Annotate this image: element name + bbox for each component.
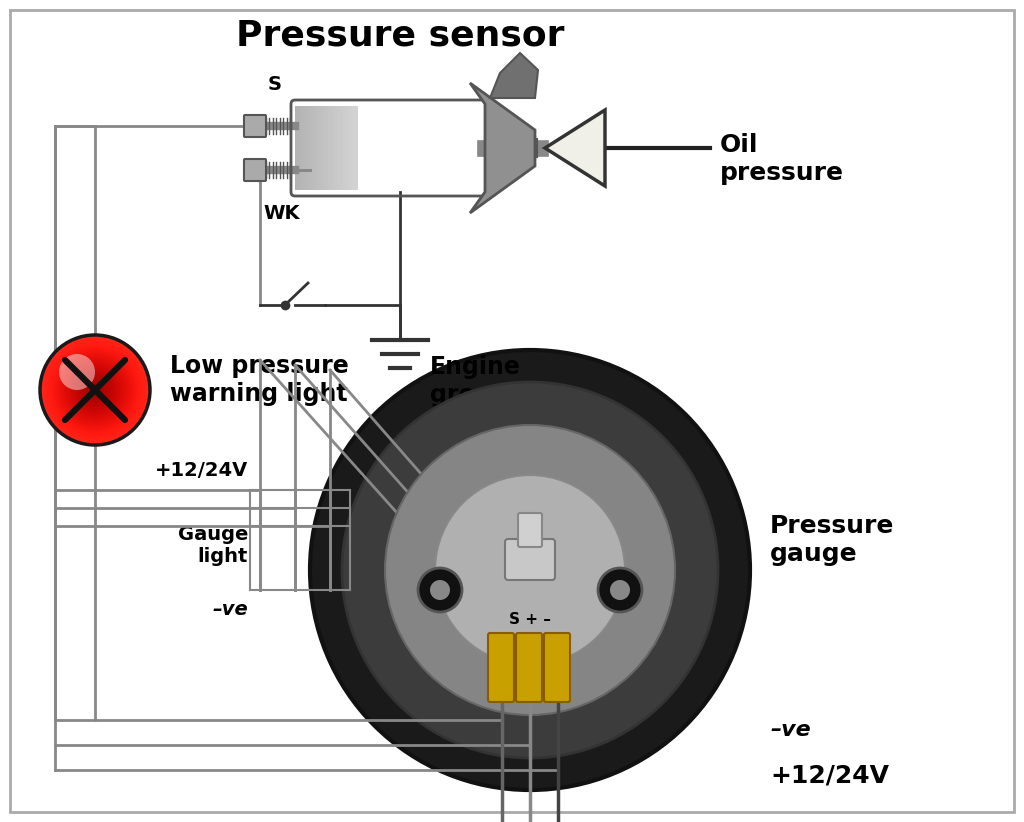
FancyBboxPatch shape	[244, 115, 266, 137]
FancyBboxPatch shape	[352, 106, 358, 190]
Text: S: S	[268, 75, 282, 94]
Circle shape	[56, 352, 133, 428]
Circle shape	[71, 366, 119, 413]
FancyBboxPatch shape	[349, 106, 355, 190]
FancyBboxPatch shape	[316, 106, 322, 190]
FancyBboxPatch shape	[325, 106, 331, 190]
FancyBboxPatch shape	[307, 106, 313, 190]
Circle shape	[49, 344, 141, 436]
Circle shape	[93, 388, 97, 392]
Circle shape	[62, 357, 128, 423]
Circle shape	[73, 368, 117, 412]
Text: –ve: –ve	[770, 720, 811, 740]
Circle shape	[342, 382, 718, 758]
Text: –ve: –ve	[212, 600, 248, 619]
FancyBboxPatch shape	[322, 106, 328, 190]
FancyBboxPatch shape	[337, 106, 343, 190]
FancyBboxPatch shape	[516, 633, 542, 702]
Circle shape	[58, 353, 132, 427]
Circle shape	[86, 381, 104, 399]
FancyBboxPatch shape	[319, 106, 325, 190]
FancyBboxPatch shape	[304, 106, 310, 190]
Circle shape	[40, 335, 150, 445]
FancyBboxPatch shape	[310, 106, 316, 190]
Circle shape	[70, 364, 121, 416]
Text: S + –: S + –	[509, 612, 551, 627]
FancyBboxPatch shape	[301, 106, 307, 190]
Text: +12/24V: +12/24V	[155, 461, 248, 480]
Circle shape	[54, 349, 135, 431]
FancyBboxPatch shape	[505, 539, 555, 580]
Text: WK: WK	[264, 204, 300, 223]
FancyBboxPatch shape	[346, 106, 352, 190]
FancyBboxPatch shape	[313, 106, 319, 190]
Circle shape	[88, 383, 102, 397]
Circle shape	[68, 363, 123, 418]
Circle shape	[385, 425, 675, 715]
Circle shape	[53, 348, 137, 432]
Circle shape	[79, 373, 112, 407]
Circle shape	[66, 361, 124, 419]
Circle shape	[44, 339, 146, 441]
Circle shape	[91, 386, 98, 394]
Text: –ve: –ve	[360, 466, 395, 485]
FancyBboxPatch shape	[544, 633, 570, 702]
Text: Pressure sensor: Pressure sensor	[236, 18, 564, 52]
FancyBboxPatch shape	[343, 106, 349, 190]
FancyBboxPatch shape	[244, 159, 266, 181]
Circle shape	[45, 340, 144, 440]
Circle shape	[80, 376, 110, 404]
Circle shape	[47, 342, 142, 437]
Circle shape	[60, 355, 130, 425]
Circle shape	[59, 354, 95, 390]
Circle shape	[89, 385, 100, 395]
FancyBboxPatch shape	[488, 633, 514, 702]
FancyBboxPatch shape	[298, 106, 304, 190]
Circle shape	[418, 568, 462, 612]
Circle shape	[84, 379, 106, 401]
Circle shape	[51, 346, 139, 434]
Text: Oil
pressure: Oil pressure	[720, 133, 844, 185]
Text: Pressure
gauge: Pressure gauge	[770, 514, 894, 566]
FancyBboxPatch shape	[295, 106, 301, 190]
FancyBboxPatch shape	[518, 513, 542, 547]
Circle shape	[82, 377, 108, 403]
Circle shape	[63, 359, 126, 421]
Circle shape	[598, 568, 642, 612]
Circle shape	[77, 372, 114, 409]
FancyBboxPatch shape	[334, 106, 340, 190]
FancyBboxPatch shape	[331, 106, 337, 190]
Text: +12/24V: +12/24V	[770, 763, 889, 787]
Text: Low pressure
warning light: Low pressure warning light	[170, 354, 349, 406]
Circle shape	[610, 580, 630, 600]
Text: Engine
ground: Engine ground	[430, 355, 525, 407]
FancyBboxPatch shape	[328, 106, 334, 190]
Text: Gauge
light: Gauge light	[177, 524, 248, 566]
FancyBboxPatch shape	[340, 106, 346, 190]
Circle shape	[310, 350, 750, 790]
Polygon shape	[490, 53, 538, 98]
Polygon shape	[470, 83, 535, 213]
Circle shape	[75, 370, 115, 410]
Circle shape	[430, 580, 450, 600]
Polygon shape	[545, 110, 605, 186]
Circle shape	[435, 475, 625, 665]
Circle shape	[42, 337, 148, 443]
